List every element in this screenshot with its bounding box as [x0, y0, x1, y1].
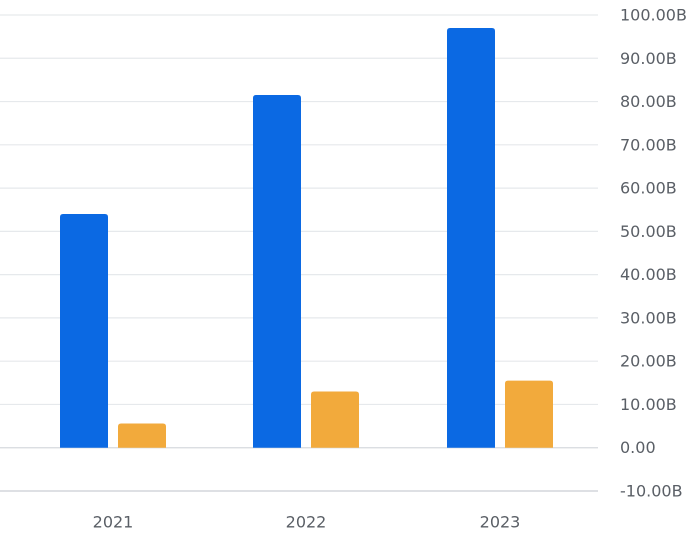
y-tick-label: 60.00B — [620, 179, 677, 198]
y-tick-label: 90.00B — [620, 49, 677, 68]
y-tick-label: 100.00B — [620, 6, 687, 25]
bar-2021-series-2[interactable] — [118, 423, 166, 448]
bar-2021-series-1[interactable] — [60, 214, 108, 448]
bar-2022-series-2[interactable] — [311, 391, 359, 448]
x-axis-ticks: 2021 2022 2023 — [93, 513, 521, 532]
bars — [60, 27, 553, 448]
x-tick-label: 2023 — [480, 513, 521, 532]
y-tick-label: 0.00 — [620, 438, 656, 457]
y-tick-label: 30.00B — [620, 308, 677, 327]
y-tick-label: 80.00B — [620, 92, 677, 111]
y-tick-label: 20.00B — [620, 352, 677, 371]
y-tick-label: 70.00B — [620, 135, 677, 154]
x-tick-label: 2022 — [286, 513, 327, 532]
y-tick-label: -10.00B — [620, 482, 683, 501]
bar-2022-series-1[interactable] — [253, 95, 301, 448]
y-tick-label: 40.00B — [620, 265, 677, 284]
y-tick-label: 50.00B — [620, 222, 677, 241]
bar-2023-series-2[interactable] — [505, 380, 553, 448]
bar-2023-series-1[interactable] — [447, 27, 495, 448]
y-axis-ticks: 100.00B 90.00B 80.00B 70.00B 60.00B 50.00B 40.… — [620, 6, 687, 501]
y-tick-label: 10.00B — [620, 395, 677, 414]
x-tick-label: 2021 — [93, 513, 134, 532]
